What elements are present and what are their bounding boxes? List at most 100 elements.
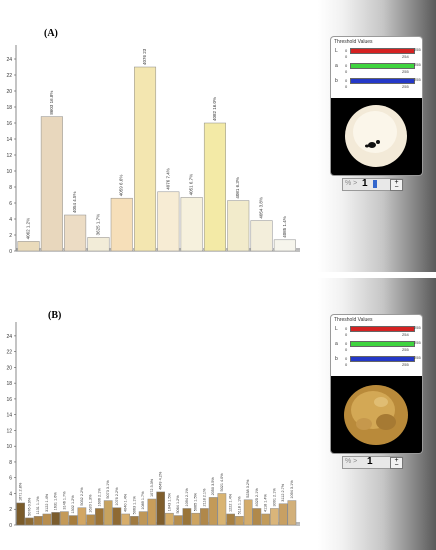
stepper-down-icon[interactable]: − <box>394 184 399 191</box>
bar-label: 3625 1.7% <box>95 214 100 236</box>
bar <box>60 511 69 526</box>
bar <box>25 517 34 526</box>
bar <box>235 516 244 526</box>
sample-spot <box>365 144 369 148</box>
y-tick-label: 20 <box>6 89 12 95</box>
bar <box>33 516 43 526</box>
y-tick-label: 10 <box>6 444 12 450</box>
threshold-slider-b[interactable] <box>350 78 415 84</box>
threshold-slider-l[interactable] <box>350 48 415 54</box>
row-letter: a <box>335 63 338 69</box>
percent-value[interactable]: 1 <box>367 456 373 467</box>
panel-label-b: (B) <box>48 310 62 321</box>
threshold-title: Threshold Values <box>334 317 373 323</box>
bar-label: 1089 1.7% <box>141 491 145 510</box>
y-tick-label: 4 <box>9 491 12 497</box>
bar <box>17 241 40 252</box>
y-tick-label: 18 <box>6 381 12 387</box>
row-max: 255 <box>414 340 421 345</box>
sample-texture <box>374 397 388 407</box>
row-min: 0 <box>345 356 348 361</box>
stepper-up-icon[interactable]: + <box>394 457 399 464</box>
row-min: 0 <box>345 78 348 83</box>
threshold-slider-a[interactable] <box>350 341 415 347</box>
percent-threshold-control[interactable]: % > 1 + − <box>342 456 404 469</box>
bar <box>180 197 203 252</box>
bar <box>273 239 296 252</box>
row-min: 0 <box>345 48 348 53</box>
bar <box>40 116 63 252</box>
chart-panel-b: (B) 0 2 4 6 8 10 12 14 16 18 20 22 24 1671 2.8% 5076 0… <box>0 278 320 548</box>
bar-label: 3146 1.7% <box>62 491 66 510</box>
bar-label: 4054 4.5% <box>72 191 77 213</box>
threshold-row-l[interactable]: L 0 255 0 254 <box>334 47 421 59</box>
row-letter: b <box>335 78 338 84</box>
bar-label: 2050 3.5% <box>211 477 215 496</box>
bar-label: 5021 4.0% <box>220 473 224 492</box>
y-tick-label: 0 <box>9 523 12 529</box>
bar <box>103 500 113 526</box>
bar <box>227 200 250 252</box>
bar <box>165 512 174 526</box>
sample-highlight <box>353 111 397 153</box>
sample-image-b <box>330 376 423 454</box>
side-panel-b: Threshold Values L 0 255 0 254 a 0 255 0… <box>318 278 436 550</box>
y-tick-label: 12 <box>6 153 12 159</box>
row-max: 255 <box>414 77 421 82</box>
sample-image-a <box>330 98 423 176</box>
bar <box>77 507 87 526</box>
y-tick-label: 8 <box>9 460 12 466</box>
percent-stepper[interactable]: + − <box>390 457 403 469</box>
stepper-up-icon[interactable]: + <box>394 179 399 186</box>
sample-photo-b <box>344 385 408 445</box>
threshold-slider-l[interactable] <box>350 326 415 332</box>
bar-label: 4054 3.8% <box>259 197 264 219</box>
threshold-slider-a[interactable] <box>350 63 415 69</box>
threshold-row-b[interactable]: b 0 255 0 255 <box>334 355 421 367</box>
bar <box>130 516 139 526</box>
row-max: 255 <box>414 47 421 52</box>
y-tick-label: 0 <box>9 249 12 255</box>
threshold-row-a[interactable]: a 0 255 0 255 <box>334 62 421 74</box>
threshold-values-box: Threshold Values L 0 255 0 254 a 0 255 0… <box>330 36 423 99</box>
bar-label: 5032 2.2% <box>80 487 84 506</box>
bar <box>87 237 110 252</box>
row-max-value: 254 <box>402 332 409 337</box>
stepper-down-icon[interactable]: − <box>394 462 399 469</box>
y-tick-label: 18 <box>6 105 12 111</box>
row-min: 0 <box>345 326 348 331</box>
bar <box>226 513 236 526</box>
bar <box>261 513 270 526</box>
threshold-row-l[interactable]: L 0 255 0 254 <box>334 325 421 337</box>
threshold-row-b[interactable]: b 0 255 0 255 <box>334 77 421 89</box>
bar <box>134 66 157 252</box>
threshold-row-a[interactable]: a 0 255 0 255 <box>334 340 421 352</box>
y-tick-label: 6 <box>9 201 12 207</box>
row-min-value: 0 <box>345 332 348 337</box>
percent-value[interactable]: 1 <box>362 178 368 189</box>
bar <box>64 214 87 252</box>
bar <box>203 122 226 252</box>
row-min-value: 0 <box>345 347 348 352</box>
percent-threshold-control[interactable]: % > 1 + − <box>342 178 404 191</box>
bar-label: 8603 16.8% <box>49 91 54 115</box>
threshold-slider-b[interactable] <box>350 356 415 362</box>
bar <box>68 515 78 526</box>
y-tick-label: 22 <box>6 350 12 356</box>
sample-spot <box>368 142 376 148</box>
bar-label: 1131 1.1% <box>36 496 40 514</box>
row-max: 255 <box>414 355 421 360</box>
row-min: 0 <box>345 341 348 346</box>
bar <box>95 508 104 526</box>
percent-stepper[interactable]: + − <box>390 179 403 191</box>
bar <box>250 220 273 252</box>
bar <box>157 191 180 252</box>
y-tick-label: 14 <box>6 413 12 419</box>
bar-label: 1302 1.2% <box>71 495 75 514</box>
sample-texture <box>376 414 396 430</box>
bar <box>200 508 209 526</box>
bar <box>110 197 133 252</box>
text-cursor <box>373 180 377 188</box>
